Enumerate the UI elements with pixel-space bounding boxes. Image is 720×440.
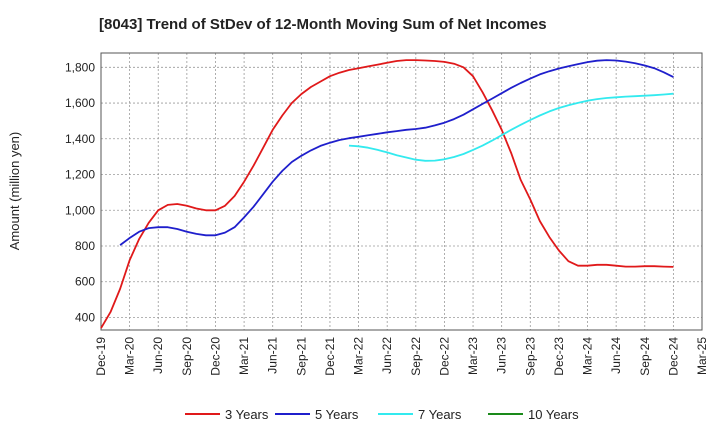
y-tick-label: 600 (75, 275, 95, 289)
x-tick-label: Jun-22 (380, 337, 394, 374)
legend-label-2: 5 Years (315, 407, 359, 422)
x-tick-label: Mar-22 (352, 337, 366, 375)
x-tick-label: Dec-19 (94, 337, 108, 376)
x-tick-label: Mar-20 (123, 337, 137, 375)
plot-frame (100, 52, 703, 331)
x-tick-label: Dec-21 (323, 337, 337, 376)
x-tick-label: Dec-23 (552, 337, 566, 376)
legend-label-3: 7 Years (418, 407, 462, 422)
x-tick-label: Dec-24 (666, 337, 680, 376)
plot-background (101, 53, 702, 330)
y-axis-ticks: 400 600 800 1,000 1,200 1,400 1,600 1,800 (65, 60, 95, 324)
x-tick-label: Jun-23 (495, 337, 509, 374)
x-tick-label: Sep-21 (294, 337, 308, 376)
y-axis-label: Amount (million yen) (7, 132, 22, 251)
series-line-1 (100, 59, 674, 329)
x-tick-label: Jun-20 (151, 337, 165, 374)
y-tick-label: 1,600 (65, 96, 95, 110)
legend-label-4: 10 Years (528, 407, 579, 422)
x-tick-label: Mar-21 (237, 337, 251, 375)
legend: 3 Years 5 Years 7 Years 10 Years (185, 407, 579, 422)
series-lines (100, 59, 674, 329)
x-tick-label: Sep-24 (638, 337, 652, 376)
legend-label-1: 3 Years (225, 407, 269, 422)
x-tick-label: Dec-22 (437, 337, 451, 376)
x-tick-label: Mar-25 (695, 337, 709, 375)
x-tick-label: Sep-23 (523, 337, 537, 376)
y-tick-label: 1,800 (65, 60, 95, 74)
plot-area (101, 53, 702, 330)
x-axis-ticks: Dec-19 Mar-20 Jun-20 Sep-20 Dec-20 Mar-21 Jun-… (94, 337, 709, 376)
x-tick-label: Dec-20 (209, 337, 223, 376)
chart-title: [8043] Trend of StDev of 12-Month Moving… (99, 16, 547, 33)
x-tick-label: Mar-23 (466, 337, 480, 375)
y-tick-label: 400 (75, 310, 95, 324)
y-tick-label: 1,400 (65, 132, 95, 146)
x-tick-label: Sep-22 (409, 337, 423, 376)
y-tick-label: 1,000 (65, 203, 95, 217)
series-line-2 (119, 59, 674, 246)
series-line-3 (348, 92, 674, 162)
x-tick-label: Jun-24 (609, 337, 623, 374)
x-tick-label: Mar-24 (581, 337, 595, 375)
x-tick-label: Jun-21 (266, 337, 280, 374)
y-tick-label: 1,200 (65, 168, 95, 182)
x-tick-label: Sep-20 (180, 337, 194, 376)
y-tick-label: 800 (75, 239, 95, 253)
